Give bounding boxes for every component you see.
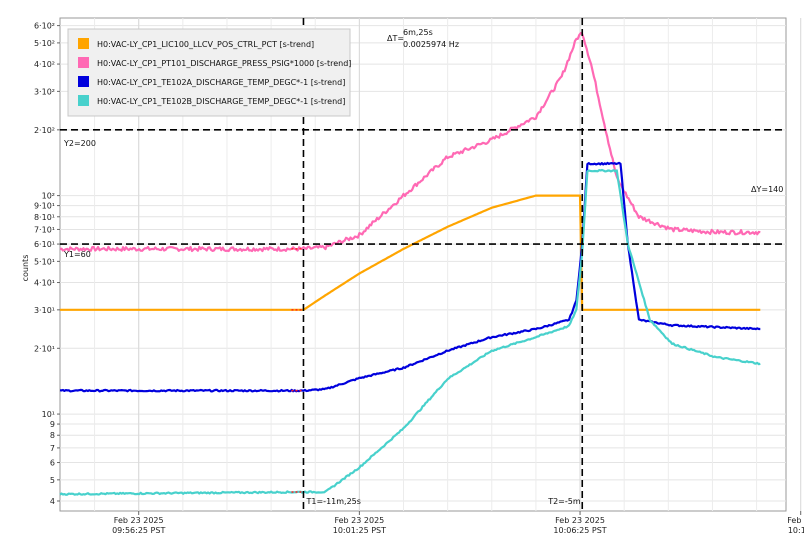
y-tick-label: 5·10² [34, 39, 55, 48]
y-tick-label: 4·10¹ [34, 279, 55, 288]
y-tick-label: 6·10² [34, 22, 55, 31]
legend-entry[interactable]: H0:VAC-LY_CP1_TE102A_DISCHARGE_TEMP_DEGC… [78, 76, 345, 87]
legend-label: H0:VAC-LY_CP1_LIC100_LLCV_POS_CTRL_PCT [… [97, 40, 314, 49]
y2-cursor-label: Y2=200 [63, 139, 96, 148]
x-tick-label-time: 10:01:25 PST [333, 526, 386, 535]
series-line [59, 161, 761, 393]
y-tick-label: 3·10² [34, 87, 55, 96]
y-tick-label: 3·10¹ [34, 306, 55, 315]
legend-swatch [78, 95, 89, 106]
series-line [59, 168, 761, 496]
x-tick-label-date: Feb 23 2025 [114, 516, 164, 525]
series-line [59, 31, 761, 253]
series-layer [59, 31, 761, 496]
y-tick-label: 5·10¹ [34, 257, 55, 266]
y-tick-label: 2·10¹ [34, 344, 55, 353]
y-tick-label: 7·10¹ [34, 225, 55, 234]
legend-swatch [78, 38, 89, 49]
x-tick-label-time: 10:11: [788, 526, 804, 535]
delta-t-label: 6m,25s [403, 28, 433, 37]
legend-label: H0:VAC-LY_CP1_TE102A_DISCHARGE_TEMP_DEGC… [97, 78, 345, 87]
y-tick-label: 9·10¹ [34, 202, 55, 211]
y-tick-label: 6·10¹ [34, 240, 55, 249]
y-tick-label: 8·10¹ [34, 213, 55, 222]
legend-swatch [78, 76, 89, 87]
legend: H0:VAC-LY_CP1_LIC100_LLCV_POS_CTRL_PCT [… [67, 28, 351, 117]
t2-cursor-label: T2=-5m [547, 497, 581, 506]
legend-label: H0:VAC-LY_CP1_TE102B_DISCHARGE_TEMP_DEGC… [97, 97, 345, 106]
y-tick-label: 2·10² [34, 126, 55, 135]
x-tick-label-date: Feb 23 2025 [555, 516, 605, 525]
y-tick-label: 4·10² [34, 60, 55, 69]
y-tick-label: 5 [50, 476, 55, 485]
delta-y-label: ΔY=140 [751, 185, 783, 194]
legend-entry[interactable]: H0:VAC-LY_CP1_LIC100_LLCV_POS_CTRL_PCT [… [78, 38, 314, 49]
y-axis-label: counts [21, 255, 30, 282]
x-tick-label-date: Feb 23 [787, 516, 804, 525]
x-tick-label-date: Feb 23 2025 [334, 516, 384, 525]
t1-cursor-label: T1=-11m,25s [306, 497, 361, 506]
x-tick-label-time: 09:56:25 PST [112, 526, 165, 535]
legend-box [67, 28, 351, 117]
legend-entry[interactable]: H0:VAC-LY_CP1_TE102B_DISCHARGE_TEMP_DEGC… [78, 95, 345, 106]
y-tick-label: 6 [50, 459, 55, 468]
legend-entry[interactable]: H0:VAC-LY_CP1_PT101_DISCHARGE_PRESS_PSIG… [78, 57, 351, 68]
legend-label: H0:VAC-LY_CP1_PT101_DISCHARGE_PRESS_PSIG… [97, 59, 351, 68]
y-tick-label: 4 [50, 497, 55, 506]
y-tick-label: 10¹ [42, 410, 55, 419]
x-tick-label-time: 10:06:25 PST [553, 526, 606, 535]
y1-cursor-label: Y1=60 [63, 250, 91, 259]
y-tick-label: 7 [50, 444, 55, 453]
y-tick-label: 10² [42, 192, 55, 201]
series-line [60, 194, 761, 311]
y-tick-label: 9 [50, 420, 55, 429]
delta-f-label: 0.0025974 Hz [403, 40, 459, 49]
legend-swatch [78, 57, 89, 68]
delta-t-prefix: ΔT= [387, 34, 404, 43]
y-tick-label: 8 [50, 431, 55, 440]
